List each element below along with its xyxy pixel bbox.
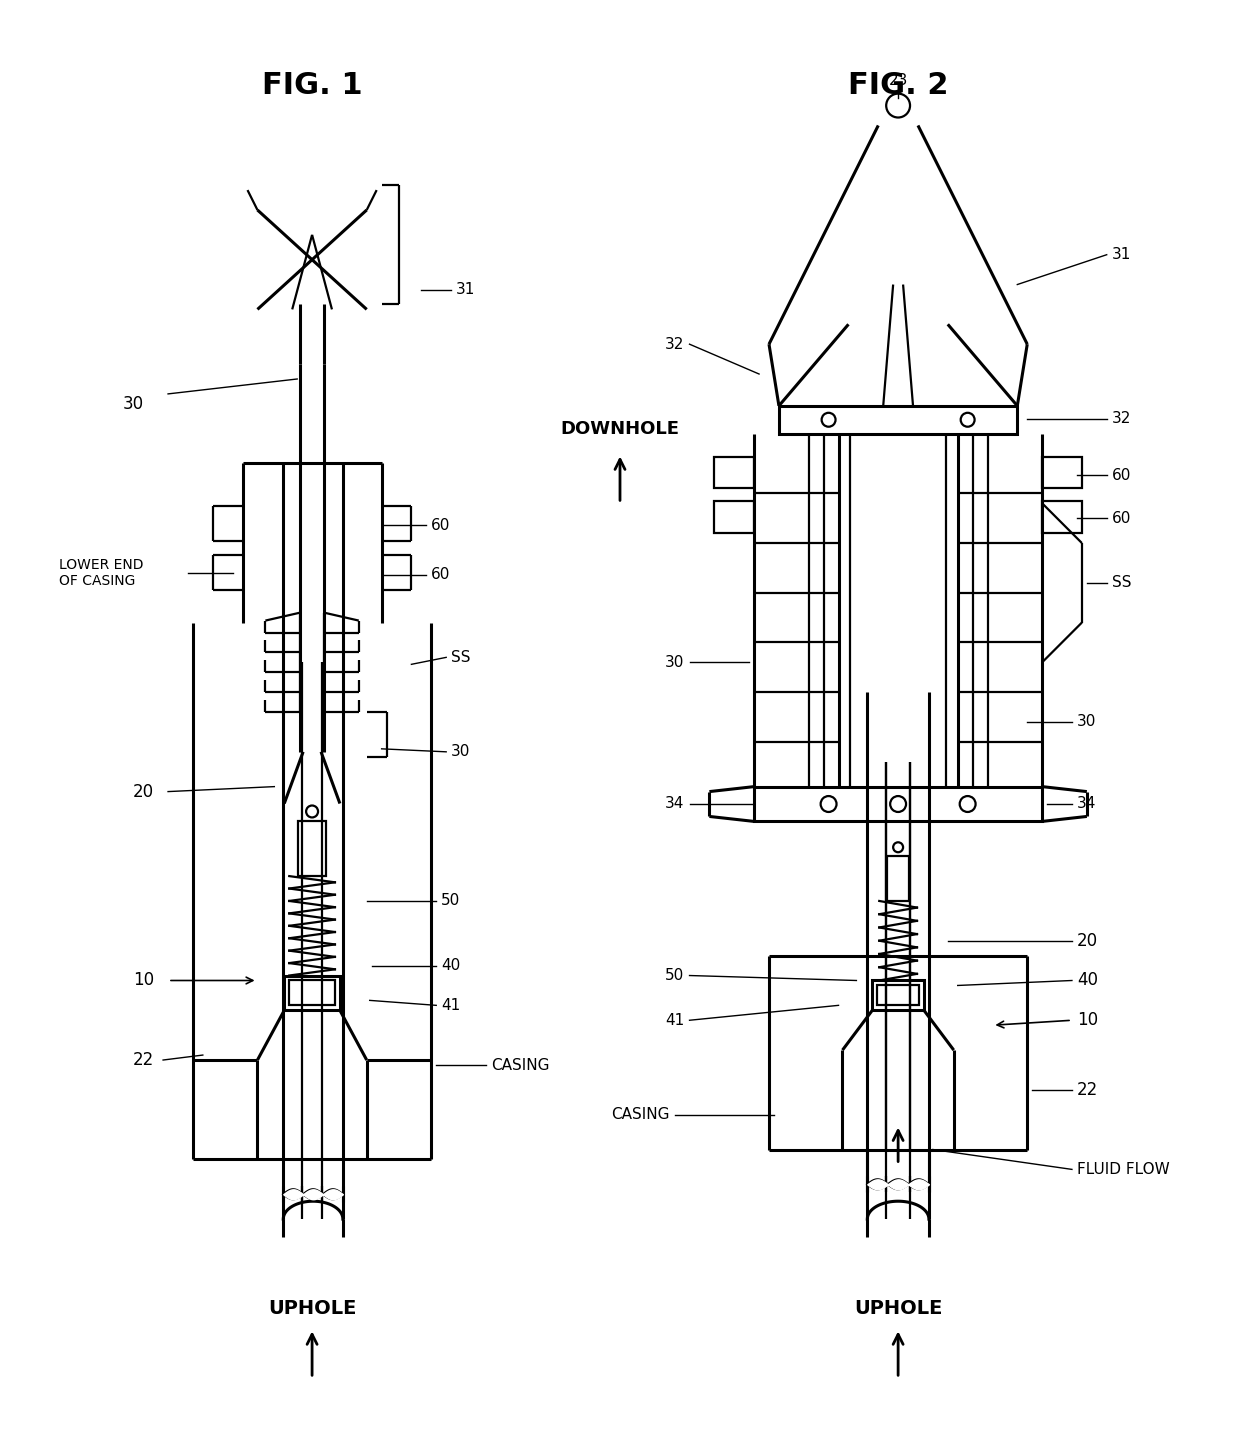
Text: 30: 30 bbox=[665, 655, 684, 671]
Text: DOWNHOLE: DOWNHOLE bbox=[560, 420, 680, 438]
Text: FIG. 2: FIG. 2 bbox=[848, 71, 949, 99]
Bar bbox=[714, 457, 754, 489]
Bar bbox=[284, 976, 340, 1011]
Text: 34: 34 bbox=[1076, 796, 1096, 810]
Text: 41: 41 bbox=[666, 1012, 684, 1028]
Text: 50: 50 bbox=[441, 894, 460, 908]
Text: SS: SS bbox=[451, 650, 471, 665]
Text: 34: 34 bbox=[665, 796, 684, 810]
Text: 40: 40 bbox=[441, 957, 460, 973]
Bar bbox=[754, 787, 1042, 822]
Text: 30: 30 bbox=[1076, 714, 1096, 730]
Text: 60: 60 bbox=[432, 518, 450, 532]
Text: 32: 32 bbox=[1112, 411, 1131, 427]
Text: 60: 60 bbox=[432, 567, 450, 583]
Text: 10: 10 bbox=[133, 972, 154, 989]
Text: FLUID FLOW: FLUID FLOW bbox=[1076, 1162, 1169, 1177]
Text: UPHOLE: UPHOLE bbox=[854, 1299, 942, 1318]
Text: CASING: CASING bbox=[491, 1057, 549, 1073]
Bar bbox=[887, 857, 909, 901]
Bar bbox=[877, 985, 919, 1005]
Text: 60: 60 bbox=[1112, 467, 1131, 483]
Bar bbox=[1042, 502, 1081, 534]
Bar bbox=[779, 405, 1017, 434]
Text: 41: 41 bbox=[441, 998, 460, 1012]
Text: 22: 22 bbox=[1076, 1082, 1099, 1099]
Bar bbox=[872, 981, 924, 1011]
Bar bbox=[289, 981, 335, 1005]
Text: 20: 20 bbox=[133, 783, 154, 800]
Text: 30: 30 bbox=[451, 744, 470, 760]
Text: 32: 32 bbox=[665, 336, 684, 352]
Text: 30: 30 bbox=[123, 395, 144, 412]
Text: 40: 40 bbox=[1076, 972, 1097, 989]
Text: 50: 50 bbox=[666, 968, 684, 983]
Text: SS: SS bbox=[1112, 575, 1131, 590]
Bar bbox=[714, 502, 754, 534]
Text: 60: 60 bbox=[1112, 510, 1131, 526]
Text: 31: 31 bbox=[456, 283, 475, 297]
Text: 20: 20 bbox=[1076, 932, 1099, 950]
Text: UPHOLE: UPHOLE bbox=[268, 1299, 356, 1318]
Bar bbox=[1042, 457, 1081, 489]
Text: LOWER END
OF CASING: LOWER END OF CASING bbox=[58, 558, 144, 588]
Text: 31: 31 bbox=[1112, 247, 1131, 262]
Bar bbox=[298, 822, 326, 877]
Text: FIG. 1: FIG. 1 bbox=[262, 71, 362, 99]
Text: CASING: CASING bbox=[611, 1107, 670, 1122]
Text: 23: 23 bbox=[888, 74, 908, 88]
Text: 10: 10 bbox=[1076, 1011, 1099, 1030]
Text: 22: 22 bbox=[133, 1051, 154, 1069]
